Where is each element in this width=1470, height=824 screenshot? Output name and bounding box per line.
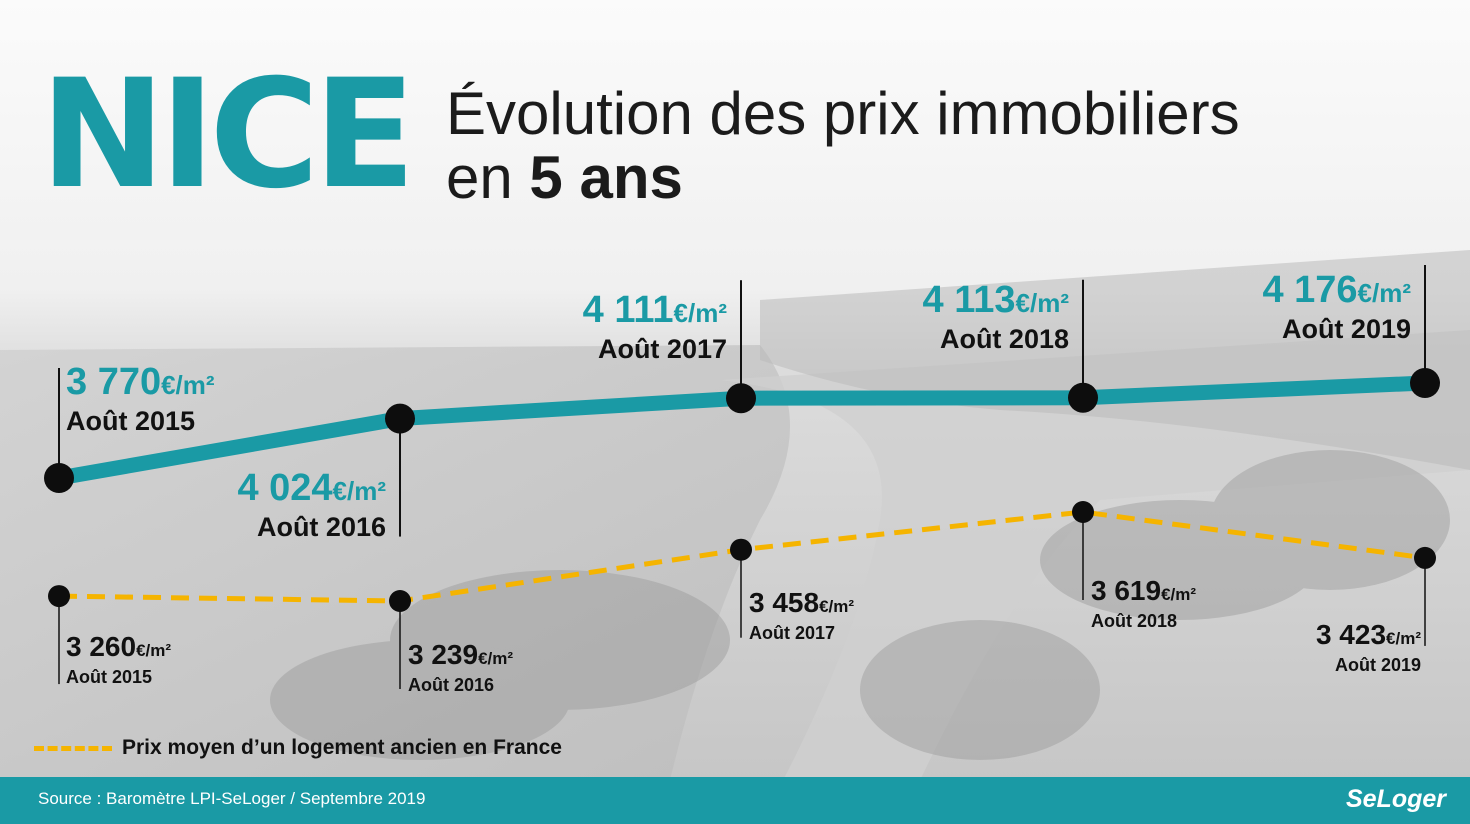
nice-point: [726, 383, 756, 414]
france-label: 3 423€/m² Août 2019: [1316, 620, 1421, 676]
france-date-label: Août 2017: [749, 623, 836, 643]
city-title: NICE: [40, 48, 416, 222]
legend-label: Prix moyen d’un logement ancien en Franc…: [122, 736, 562, 759]
nice-date-label: Août 2017: [597, 334, 727, 364]
footer-bar: Source : Baromètre LPI-SeLoger / Septemb…: [0, 777, 1470, 824]
nice-date-label: Août 2019: [1281, 314, 1411, 344]
source-text: Source : Baromètre LPI-SeLoger / Septemb…: [38, 789, 426, 808]
title-line-1: Évolution des prix immobiliers: [446, 80, 1240, 147]
france-value-label: 3 423€/m²: [1315, 619, 1421, 650]
nice-point: [1068, 382, 1098, 413]
france-date-label: Août 2016: [408, 675, 495, 695]
france-value-label: 3 619€/m²: [1091, 575, 1197, 606]
nice-point: [44, 463, 74, 493]
france-label: 3 260€/m² Août 2015: [66, 632, 171, 688]
unit-label: €/m²: [1386, 629, 1421, 648]
unit-label: €/m²: [1161, 585, 1197, 604]
france-date-label: Août 2018: [1091, 611, 1178, 631]
nice-point: [1410, 368, 1440, 398]
france-date-label: Août 2019: [1334, 655, 1421, 675]
france-point: [1072, 501, 1094, 523]
nice-value-label: 4 024€/m²: [237, 467, 386, 509]
brand-logo: SeLoger: [1345, 785, 1446, 813]
unit-label: €/m²: [1357, 278, 1411, 308]
unit-label: €/m²: [819, 597, 855, 616]
france-point: [1414, 546, 1436, 569]
france-point: [389, 590, 411, 612]
title-line-2-bold: 5 ans: [529, 144, 683, 211]
nice-value-label: 4 176€/m²: [1262, 269, 1411, 311]
unit-label: €/m²: [332, 476, 386, 506]
nice-label: 4 176€/m² Août 2019: [1262, 270, 1411, 345]
france-value-label: 3 458€/m²: [749, 587, 855, 618]
unit-label: €/m²: [673, 298, 727, 328]
nice-label: 4 024€/m² Août 2016: [237, 468, 386, 543]
france-label: 3 458€/m² Août 2017: [749, 588, 854, 644]
france-label: 3 619€/m² Août 2018: [1091, 576, 1196, 632]
nice-date-label: Août 2018: [939, 324, 1069, 354]
nice-label: 3 770€/m² Août 2015: [66, 362, 215, 437]
nice-value-label: 3 770€/m²: [66, 361, 215, 403]
unit-label: €/m²: [478, 649, 514, 668]
nice-date-label: Août 2015: [66, 406, 196, 436]
legend-dashed-line: [34, 746, 112, 751]
france-point: [48, 585, 70, 608]
unit-label: €/m²: [1015, 288, 1069, 318]
nice-value-label: 4 113€/m²: [922, 279, 1069, 321]
nice-label: 4 113€/m² Août 2018: [923, 280, 1069, 355]
nice-label: 4 111€/m² Août 2017: [583, 290, 727, 365]
nice-point: [385, 403, 415, 434]
france-point: [730, 538, 752, 561]
france-value-label: 3 239€/m²: [408, 639, 514, 670]
title-line-2: en 5 ans: [446, 146, 683, 210]
nice-value-label: 4 111€/m²: [582, 289, 727, 331]
unit-label: €/m²: [161, 370, 215, 400]
title-line-2-prefix: en: [446, 144, 513, 211]
france-value-label: 3 260€/m²: [66, 631, 172, 662]
france-label: 3 239€/m² Août 2016: [408, 640, 513, 696]
france-date-label: Août 2015: [66, 667, 153, 687]
nice-date-label: Août 2016: [256, 512, 386, 542]
unit-label: €/m²: [136, 641, 172, 660]
